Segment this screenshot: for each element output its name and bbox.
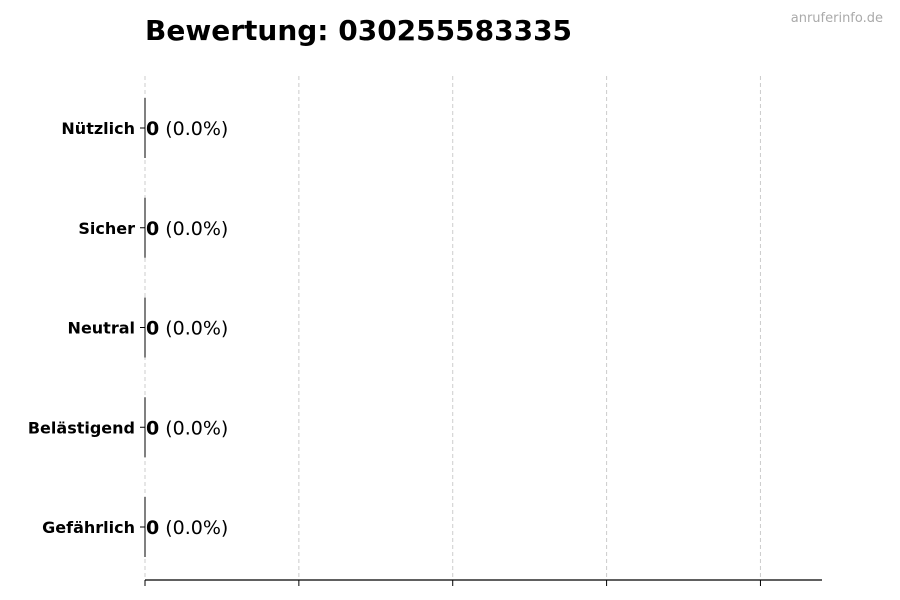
- value-label: 0: [146, 318, 159, 340]
- percent-label: (0.0%): [165, 417, 228, 439]
- percent-label: (0.0%): [165, 218, 228, 240]
- y-tick-label: Sicher: [78, 219, 135, 238]
- y-tick-label: Gefährlich: [42, 518, 135, 537]
- chart-title: Bewertung: 030255583335: [145, 14, 572, 47]
- data-label: 0 (0.0%): [146, 517, 228, 539]
- y-tick-label: Nützlich: [61, 119, 135, 138]
- percent-label: (0.0%): [165, 118, 228, 140]
- y-tick-label: Neutral: [68, 319, 135, 338]
- percent-label: (0.0%): [165, 517, 228, 539]
- data-label: 0 (0.0%): [146, 417, 228, 439]
- value-label: 0: [146, 118, 159, 140]
- value-label: 0: [146, 218, 159, 240]
- percent-label: (0.0%): [165, 318, 228, 340]
- watermark: anruferinfo.de: [791, 11, 883, 26]
- value-label: 0: [146, 517, 159, 539]
- data-label: 0 (0.0%): [146, 318, 228, 340]
- y-tick-label: Belästigend: [28, 418, 135, 437]
- data-label: 0 (0.0%): [146, 118, 228, 140]
- data-label: 0 (0.0%): [146, 218, 228, 240]
- value-label: 0: [146, 417, 159, 439]
